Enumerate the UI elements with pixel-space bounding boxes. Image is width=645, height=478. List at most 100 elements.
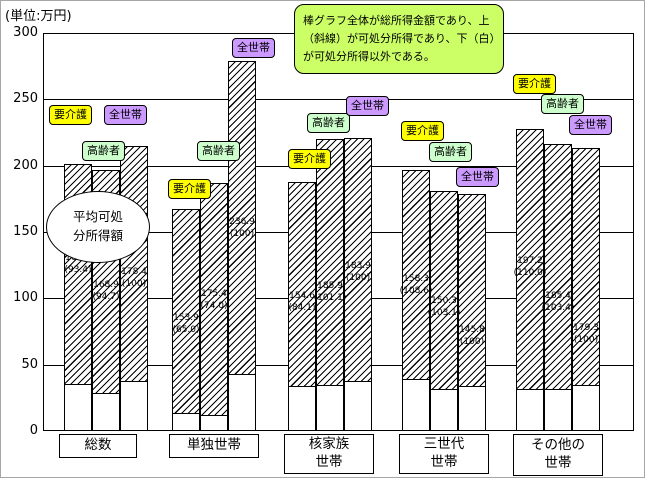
series-badge-koureisha: 高齢者 (541, 94, 584, 114)
grid-line (44, 99, 633, 101)
series-badge-label: 高齢者 (434, 145, 467, 158)
category-box-単独世帯: 単独世帯 (169, 434, 259, 458)
series-badge-label: 要介護 (293, 152, 326, 165)
bar-value: 145.8 (459, 325, 485, 335)
bar-value: 185.9 (317, 281, 343, 291)
bar-単独世帯-高齢者 (200, 183, 228, 431)
bar-value-label: 183.9 (100) (345, 260, 371, 284)
bar-核家族世帯-全世帯 (344, 138, 372, 431)
bar-index: (110.0) (513, 268, 547, 278)
category-label-line: 三世代 (423, 436, 465, 453)
plot-area: 166.6(93.4)168.9(94.7)178.4(100)153.9(65… (43, 33, 634, 431)
bar-value-label: 185.9 (101.1) (314, 280, 347, 304)
bar-核家族世帯-高齢者 (316, 139, 344, 431)
note-box: 棒グラフ全体が総所得金額であり、上（斜線）が可処分所得であり、下（白）が可処分所… (294, 4, 504, 75)
category-box-核家族世帯: 核家族 世帯 (284, 434, 374, 474)
series-badge-zensetai: 全世帯 (569, 115, 612, 135)
series-badge-label: 要介護 (173, 182, 206, 195)
bar-index: (100) (459, 337, 485, 347)
series-badge-label: 高齢者 (202, 144, 235, 157)
bar-index: (84.1) (288, 303, 316, 313)
bar-value: 168.9 (93, 280, 119, 290)
series-badge-label: 要介護 (406, 124, 439, 137)
series-badge-label: 高齢者 (87, 144, 120, 157)
callout-line-2: 分所得額 (72, 228, 123, 243)
bar-value: 150.3 (431, 296, 457, 306)
series-badge-label: 全世帯 (574, 118, 607, 131)
bar-value: 236.9 (229, 217, 255, 227)
series-badge-label: 全世帯 (461, 170, 494, 183)
bar-nondisposable-segment (201, 415, 227, 430)
bar-nondisposable-segment (229, 374, 255, 430)
bar-nondisposable-segment (173, 413, 199, 430)
bar-nondisposable-segment (289, 386, 315, 430)
series-badge-label: 全世帯 (351, 99, 384, 112)
bar-nondisposable-segment (317, 385, 343, 430)
series-badge-koureisha: 高齢者 (429, 142, 472, 162)
bar-nondisposable-segment (93, 393, 119, 430)
series-badge-koureisha: 高齢者 (197, 141, 240, 161)
bar-value: 158.3 (403, 274, 429, 284)
series-badge-zensetai: 全世帯 (104, 105, 147, 125)
bar-index: (93.4) (64, 265, 92, 275)
series-badge-koureisha: 高齢者 (82, 141, 125, 161)
bar-単独世帯-全世帯 (228, 61, 256, 431)
category-label-line: 世帯 (315, 454, 343, 470)
series-badge-label: 高齢者 (546, 97, 579, 110)
y-axis-tick-label: 100 (13, 290, 38, 306)
bar-三世代世帯-全世帯 (458, 194, 486, 431)
category-box-三世代世帯: 三世代 世帯 (399, 434, 489, 474)
bar-index: (65.0) (172, 325, 200, 335)
series-badge-label: 全世帯 (109, 108, 142, 121)
series-badge-koureisha: 高齢者 (307, 113, 350, 133)
series-badge-zensetai: 全世帯 (346, 96, 389, 116)
bar-三世代世帯-高齢者 (430, 191, 458, 431)
bar-value-label: 168.9 (94.7) (92, 279, 119, 303)
bar-nondisposable-segment (403, 379, 429, 430)
bar-index: (108.6) (399, 286, 433, 296)
bar-総数-全世帯 (120, 146, 148, 431)
category-box-その他の世帯: その他の 世帯 (513, 434, 603, 476)
bar-nondisposable-segment (517, 389, 543, 430)
bar-index: (100) (345, 273, 371, 283)
bar-value: 185.4 (545, 291, 571, 301)
bar-value-label: 175.4 (74.0) (200, 288, 227, 312)
series-badge-youkaigo: 要介護 (168, 179, 211, 199)
bar-value-label: 197.2 (110.0) (514, 255, 547, 279)
series-badge-zensetai: 全世帯 (232, 38, 275, 58)
series-badge-label: 要介護 (518, 77, 551, 90)
series-badge-youkaigo: 要介護 (49, 105, 92, 125)
bar-value-label: 158.3 (108.6) (400, 273, 433, 297)
callout-line-1: 平均可処 (72, 209, 123, 225)
bar-value-label: 236.9 (100) (229, 216, 255, 240)
bar-value-label: 154.6 (84.1) (288, 290, 315, 314)
bar-その他の世帯-全世帯 (572, 148, 600, 431)
bar-value-label: 178.4 (100) (121, 266, 147, 290)
axis-unit-label: (単位:万円) (5, 9, 72, 24)
bar-value: 178.4 (121, 267, 147, 277)
y-axis-tick-label: 0 (29, 423, 38, 438)
bar-index: (101.1) (313, 293, 347, 303)
bar-index: (94.7) (92, 292, 120, 302)
note-text: 棒グラフ全体が総所得金額であり、上（斜線）が可処分所得であり、下（白）が可処分所… (303, 14, 495, 64)
category-box-総数: 総数 (59, 434, 137, 458)
bar-index: (103.4) (541, 303, 575, 313)
bar-index: (100) (121, 279, 147, 289)
bar-value: 179.3 (573, 323, 599, 333)
series-badge-label: 全世帯 (237, 41, 270, 54)
y-axis-tick-label: 50 (21, 356, 38, 372)
category-label-line: 単独世帯 (187, 437, 241, 454)
bar-nondisposable-segment (65, 384, 91, 430)
category-label-line: 核家族 (308, 436, 350, 453)
series-badge-label: 要介護 (54, 108, 87, 121)
category-label-line: その他の (531, 437, 585, 454)
y-axis-tick-label: 300 (13, 25, 38, 40)
series-badge-label: 高齢者 (312, 116, 345, 129)
y-axis-tick-label: 250 (13, 91, 38, 107)
category-label-line: 総数 (84, 437, 112, 454)
series-badge-youkaigo: 要介護 (288, 149, 331, 169)
bar-index: (100) (229, 229, 255, 239)
bar-value: 153.9 (173, 313, 199, 323)
bar-value-label: 179.3 (100) (573, 322, 599, 346)
bar-value-label: 150.3 (103.1) (428, 295, 461, 319)
